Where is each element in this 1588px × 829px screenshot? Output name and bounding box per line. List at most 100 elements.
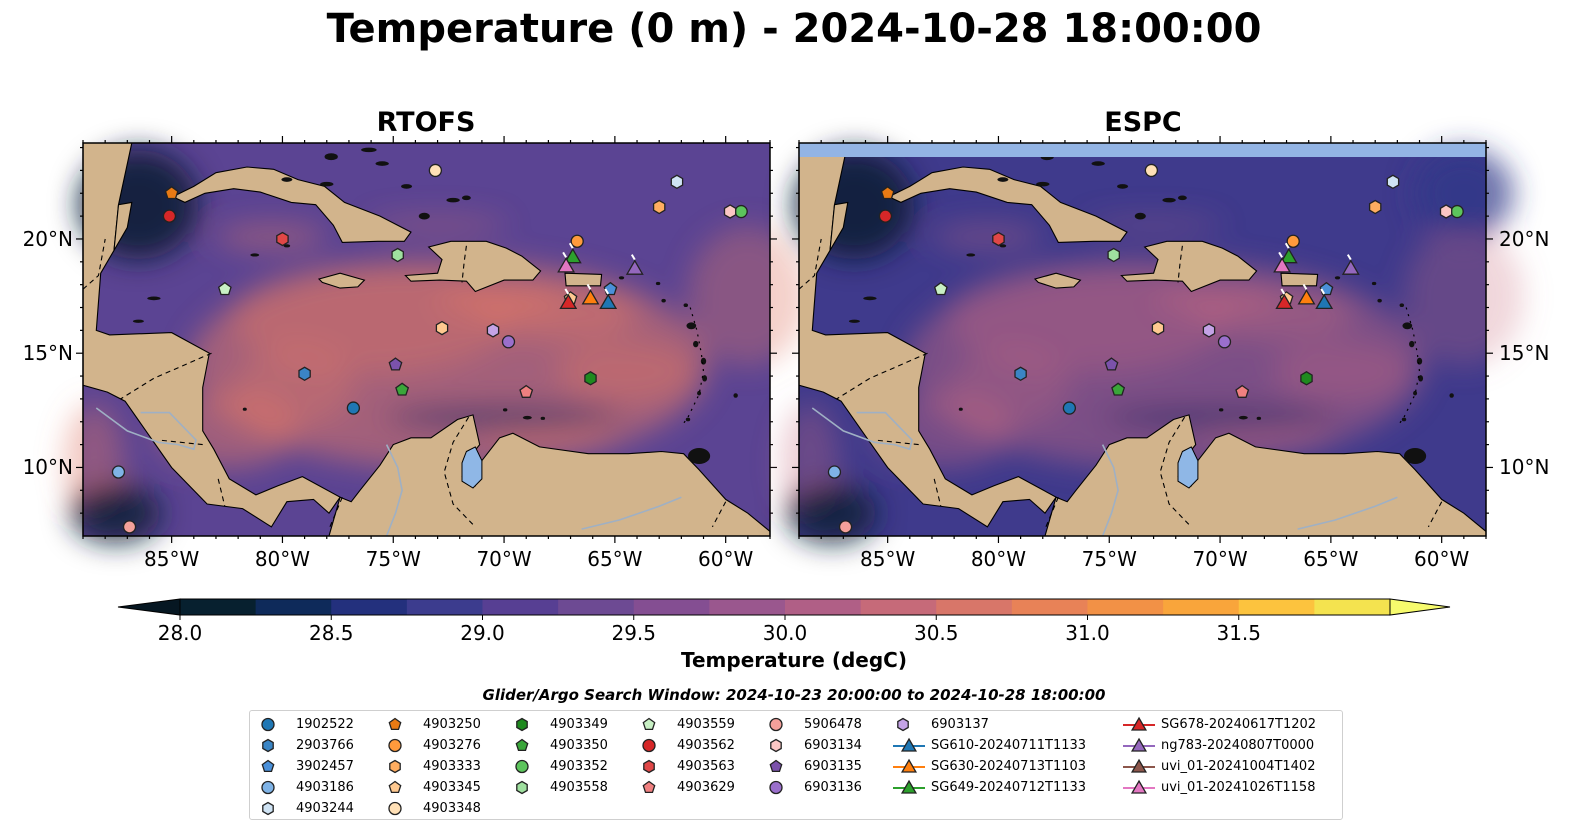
island [1334,276,1341,280]
glider-SG630-20240713T1103[interactable] [1297,289,1316,305]
float-4903350[interactable] [1111,382,1126,396]
legend-marker[interactable] [515,759,529,774]
legend-marker[interactable] [643,759,655,774]
float-6903135[interactable] [388,357,403,371]
legend-marker[interactable] [1130,716,1148,731]
colorbar-segment [558,599,635,615]
country-border [120,352,212,400]
legend-marker[interactable] [388,717,402,731]
legend-marker[interactable] [388,780,402,794]
glider-SG678-20240617T1202[interactable] [559,293,578,310]
float-4903276[interactable] [570,234,584,248]
legend-marker[interactable] [900,758,918,773]
float-6903136[interactable] [501,335,516,349]
colorbar-label: Temperature (degC) [681,648,907,672]
legend-marker[interactable] [897,717,909,732]
float-5906478[interactable] [122,520,137,534]
float-4903562[interactable] [162,209,177,223]
glider-SG610-20240711T1133[interactable] [599,293,618,310]
float-4903349[interactable] [584,371,597,386]
legend-marker[interactable] [1130,779,1148,794]
float-4903244[interactable] [670,174,684,190]
legend-marker[interactable] [388,801,402,816]
float-4903558[interactable] [1107,247,1120,263]
legend-label: 4903629 [677,780,735,795]
float-4903629[interactable] [519,384,534,398]
float-4903250[interactable] [164,185,179,200]
float-1902522[interactable] [346,401,361,415]
legend-marker[interactable] [515,738,529,752]
float-4903244[interactable] [1386,174,1400,190]
legend-marker[interactable] [642,738,656,753]
glider-SG630-20240713T1103[interactable] [581,289,600,305]
float-6903137[interactable] [1202,323,1216,338]
float-6903136[interactable] [1217,335,1232,349]
glider-uvi_01-20241026T1158[interactable] [1273,257,1292,273]
legend-marker[interactable] [769,780,783,795]
glider-ng783-20240807T0000[interactable] [625,259,644,275]
float-5906478[interactable] [838,520,853,534]
legend-marker[interactable] [1130,737,1148,752]
legend-item: 1902522 [256,714,354,735]
float-4903333[interactable] [1368,199,1382,215]
float-4903352[interactable] [734,204,748,219]
legend-marker[interactable] [261,759,275,773]
float-4903348[interactable] [1144,163,1159,178]
float-4903348[interactable] [428,163,443,178]
legend-marker[interactable] [389,759,401,774]
float-2903766[interactable] [1014,366,1027,382]
country-border [874,439,919,446]
legend-marker[interactable] [262,738,274,753]
legend-marker[interactable] [388,738,402,753]
float-2903766[interactable] [298,366,311,382]
glider-SG649-20240712T1133[interactable] [563,247,582,264]
legend-marker[interactable] [262,801,274,816]
panel-title-rtofs: RTOFS [376,107,476,138]
land-centralAmerica [82,142,341,536]
glider-SG610-20240711T1133[interactable] [1315,293,1334,310]
float-4903350[interactable] [395,382,410,396]
legend-marker[interactable] [261,780,275,795]
legend-marker[interactable] [1130,758,1148,773]
legend-marker[interactable] [261,717,275,732]
glider-uvi_01-20241026T1158[interactable] [557,257,576,273]
legend-marker[interactable] [900,737,918,752]
float-4903250[interactable] [880,185,895,200]
float-1902522[interactable] [1062,401,1077,415]
glider-ng783-20240807T0000[interactable] [1341,259,1360,275]
float-4903563[interactable] [276,231,289,247]
legend-marker[interactable] [769,717,783,732]
float-4903559[interactable] [217,281,232,296]
legend-marker[interactable] [769,759,783,773]
float-6903137[interactable] [486,323,500,338]
float-4903333[interactable] [652,199,666,215]
float-4903562[interactable] [878,209,893,223]
float-4903186[interactable] [111,465,126,479]
rtofs-map[interactable] [64,136,808,544]
glider-SG649-20240712T1133[interactable] [1279,247,1298,264]
float-6903135[interactable] [1104,357,1119,371]
legend-item: 4903345 [383,777,481,798]
float-4903276[interactable] [1286,234,1300,248]
lon-label: 60°W [698,547,754,571]
legend-marker[interactable] [642,717,656,731]
legend-marker[interactable] [900,779,918,794]
glider-SG678-20240617T1202[interactable] [1275,293,1294,310]
float-4903186[interactable] [827,465,842,479]
float-4903558[interactable] [391,247,404,263]
float-4903352[interactable] [1450,204,1464,219]
float-4903629[interactable] [1235,384,1250,398]
circle-marker-icon [388,738,402,753]
legend-marker[interactable] [516,780,528,795]
legend-marker[interactable] [516,717,528,732]
espc-map[interactable] [780,136,1524,544]
float-6903134[interactable] [723,204,737,219]
legend-marker[interactable] [770,738,782,753]
float-4903349[interactable] [1300,371,1313,386]
float-4903563[interactable] [992,231,1005,247]
legend-marker[interactable] [642,780,656,794]
float-marker[interactable] [1151,320,1165,336]
float-6903134[interactable] [1439,204,1453,219]
float-marker[interactable] [435,320,449,336]
float-4903559[interactable] [933,281,948,296]
